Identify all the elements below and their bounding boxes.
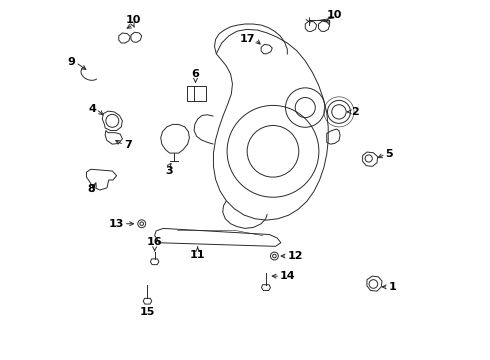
Text: 1: 1: [389, 282, 396, 292]
Text: 5: 5: [386, 149, 393, 159]
Text: 7: 7: [124, 140, 131, 150]
Text: 17: 17: [240, 35, 255, 44]
Text: 10: 10: [326, 10, 342, 20]
Text: 9: 9: [68, 57, 76, 67]
Text: 8: 8: [88, 184, 96, 194]
Text: 3: 3: [165, 166, 173, 176]
Text: 11: 11: [190, 250, 205, 260]
Text: 16: 16: [147, 237, 163, 247]
Text: 10: 10: [125, 15, 141, 26]
Bar: [187, 86, 205, 101]
Text: 14: 14: [280, 271, 296, 281]
Text: 6: 6: [192, 69, 199, 79]
Text: 4: 4: [88, 104, 96, 114]
Text: 12: 12: [287, 251, 303, 261]
Text: 2: 2: [351, 107, 359, 117]
Text: 13: 13: [108, 219, 124, 229]
Text: 15: 15: [140, 307, 155, 317]
